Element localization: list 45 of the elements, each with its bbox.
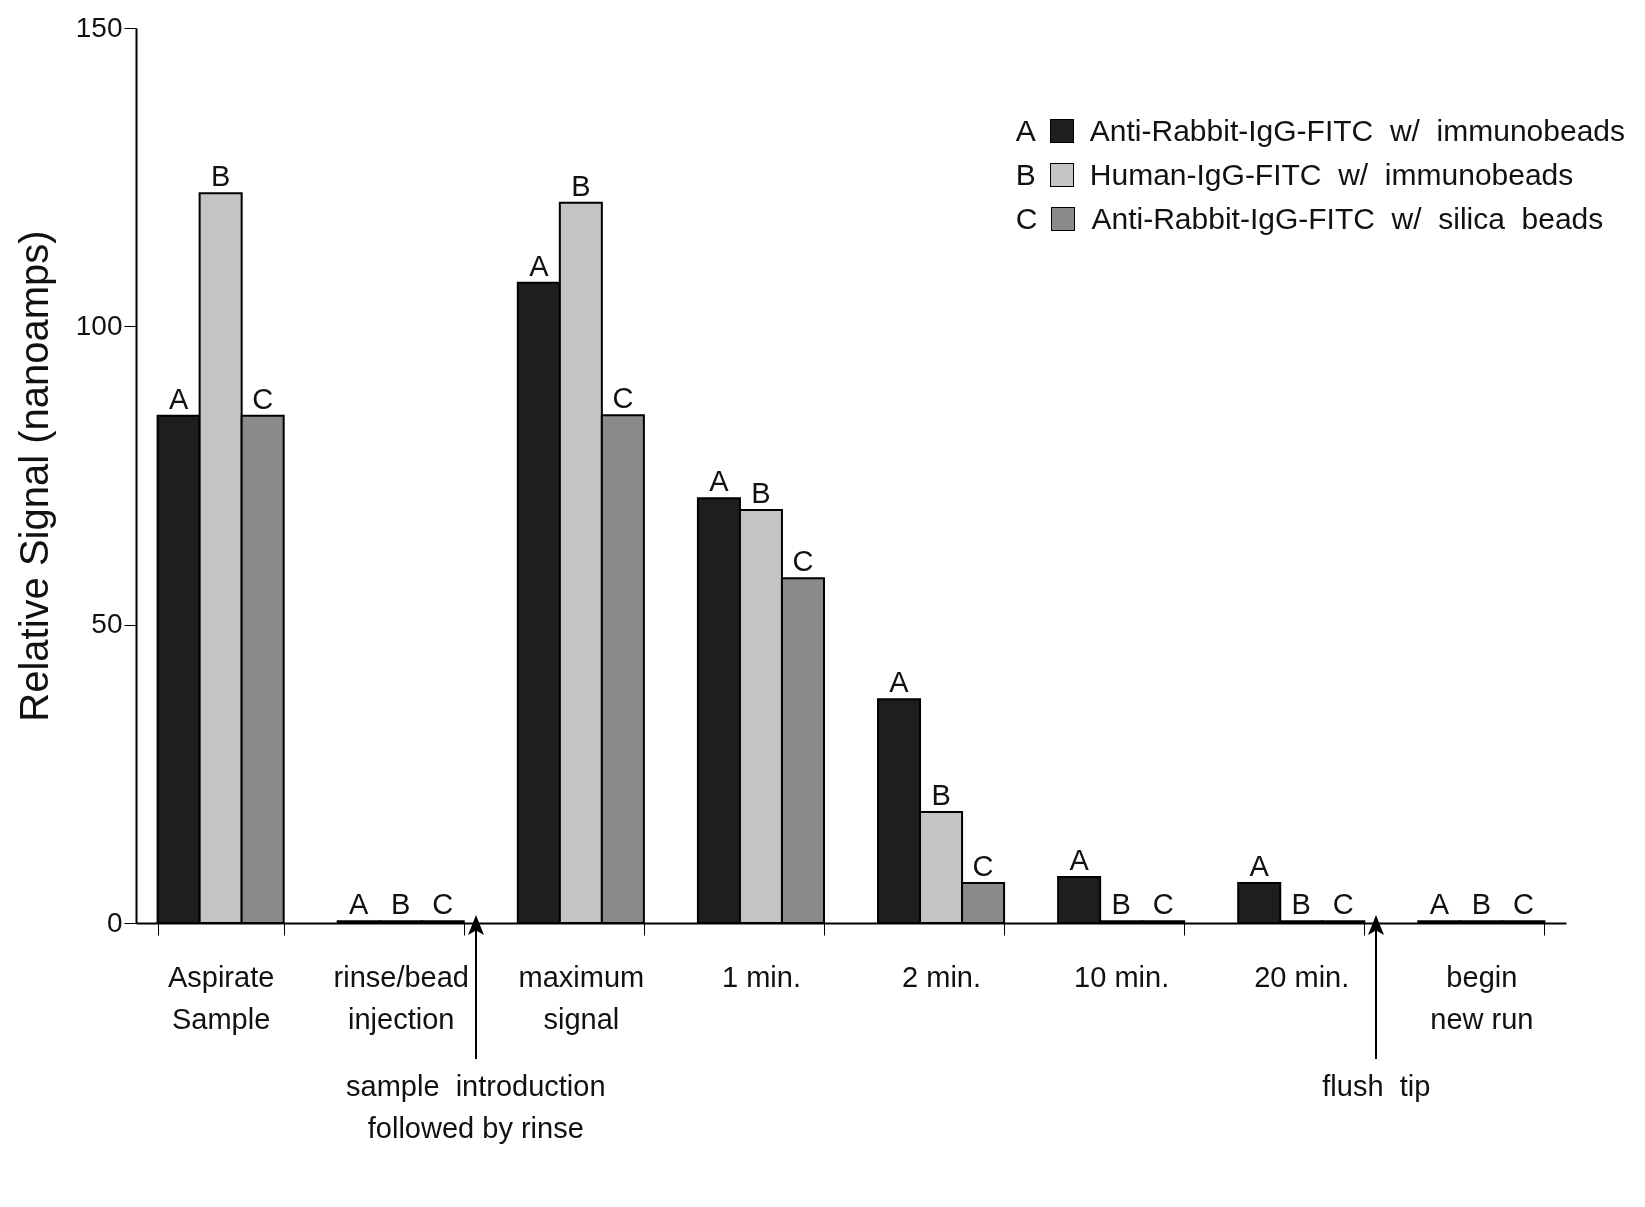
data-label: B	[571, 169, 591, 202]
data-label: C	[972, 850, 994, 883]
data-label: A	[168, 382, 189, 415]
y-tick-label: 0	[106, 906, 123, 938]
x-tick-label: Aspirate Sample	[167, 960, 275, 1035]
y-tick-label: 150	[75, 11, 123, 43]
y-tick-label: 50	[91, 608, 123, 640]
data-label: C	[1332, 888, 1354, 921]
data-label: B	[391, 888, 411, 921]
x-tick-label: 20 min.	[1254, 960, 1350, 993]
data-label: A	[889, 666, 910, 699]
data-label: C	[432, 888, 454, 921]
text: B	[1015, 158, 1036, 191]
x-tick-label: 10 min.	[1074, 960, 1170, 993]
data-label: B	[1291, 888, 1311, 921]
x-tick-label: 2 min.	[902, 960, 982, 993]
x-tick-label: 1 min.	[721, 960, 801, 993]
data-label: A	[1249, 850, 1270, 883]
data-label: B	[751, 477, 771, 510]
data-label: B	[210, 160, 231, 193]
text: flush tip	[1321, 1069, 1432, 1104]
text: sample introduction followed by rinse	[345, 1069, 607, 1146]
legend-label: Anti-Rabbit-IgG-FITC w/ immunobeads	[1089, 113, 1625, 149]
y-tick-label: 100	[75, 309, 123, 341]
data-label: A	[529, 249, 550, 282]
legend-label: Anti-Rabbit-IgG-FITC w/ silica beads	[1091, 201, 1604, 237]
data-label: C	[252, 382, 274, 415]
x-tick-label: rinse/bead injection	[333, 960, 469, 1035]
data-label: C	[1152, 888, 1174, 921]
data-label: A	[1429, 888, 1450, 921]
data-label: A	[1069, 844, 1090, 877]
data-label: A	[349, 888, 370, 921]
data-label: A	[709, 465, 730, 498]
text: A	[1015, 114, 1036, 147]
data-label: B	[1111, 888, 1131, 921]
y-axis-title: Relative Signal (nanoamps)	[11, 230, 56, 722]
x-tick-label: begin new run	[1430, 960, 1534, 1035]
text: C	[1015, 202, 1038, 235]
data-label: C	[1512, 888, 1534, 921]
data-label: C	[612, 382, 634, 415]
data-label: B	[931, 779, 951, 812]
x-tick-label: maximum signal	[518, 960, 645, 1035]
data-label: C	[792, 545, 814, 578]
legend-label: Human-IgG-FITC w/ immunobeads	[1089, 157, 1574, 193]
data-label: B	[1471, 888, 1492, 921]
